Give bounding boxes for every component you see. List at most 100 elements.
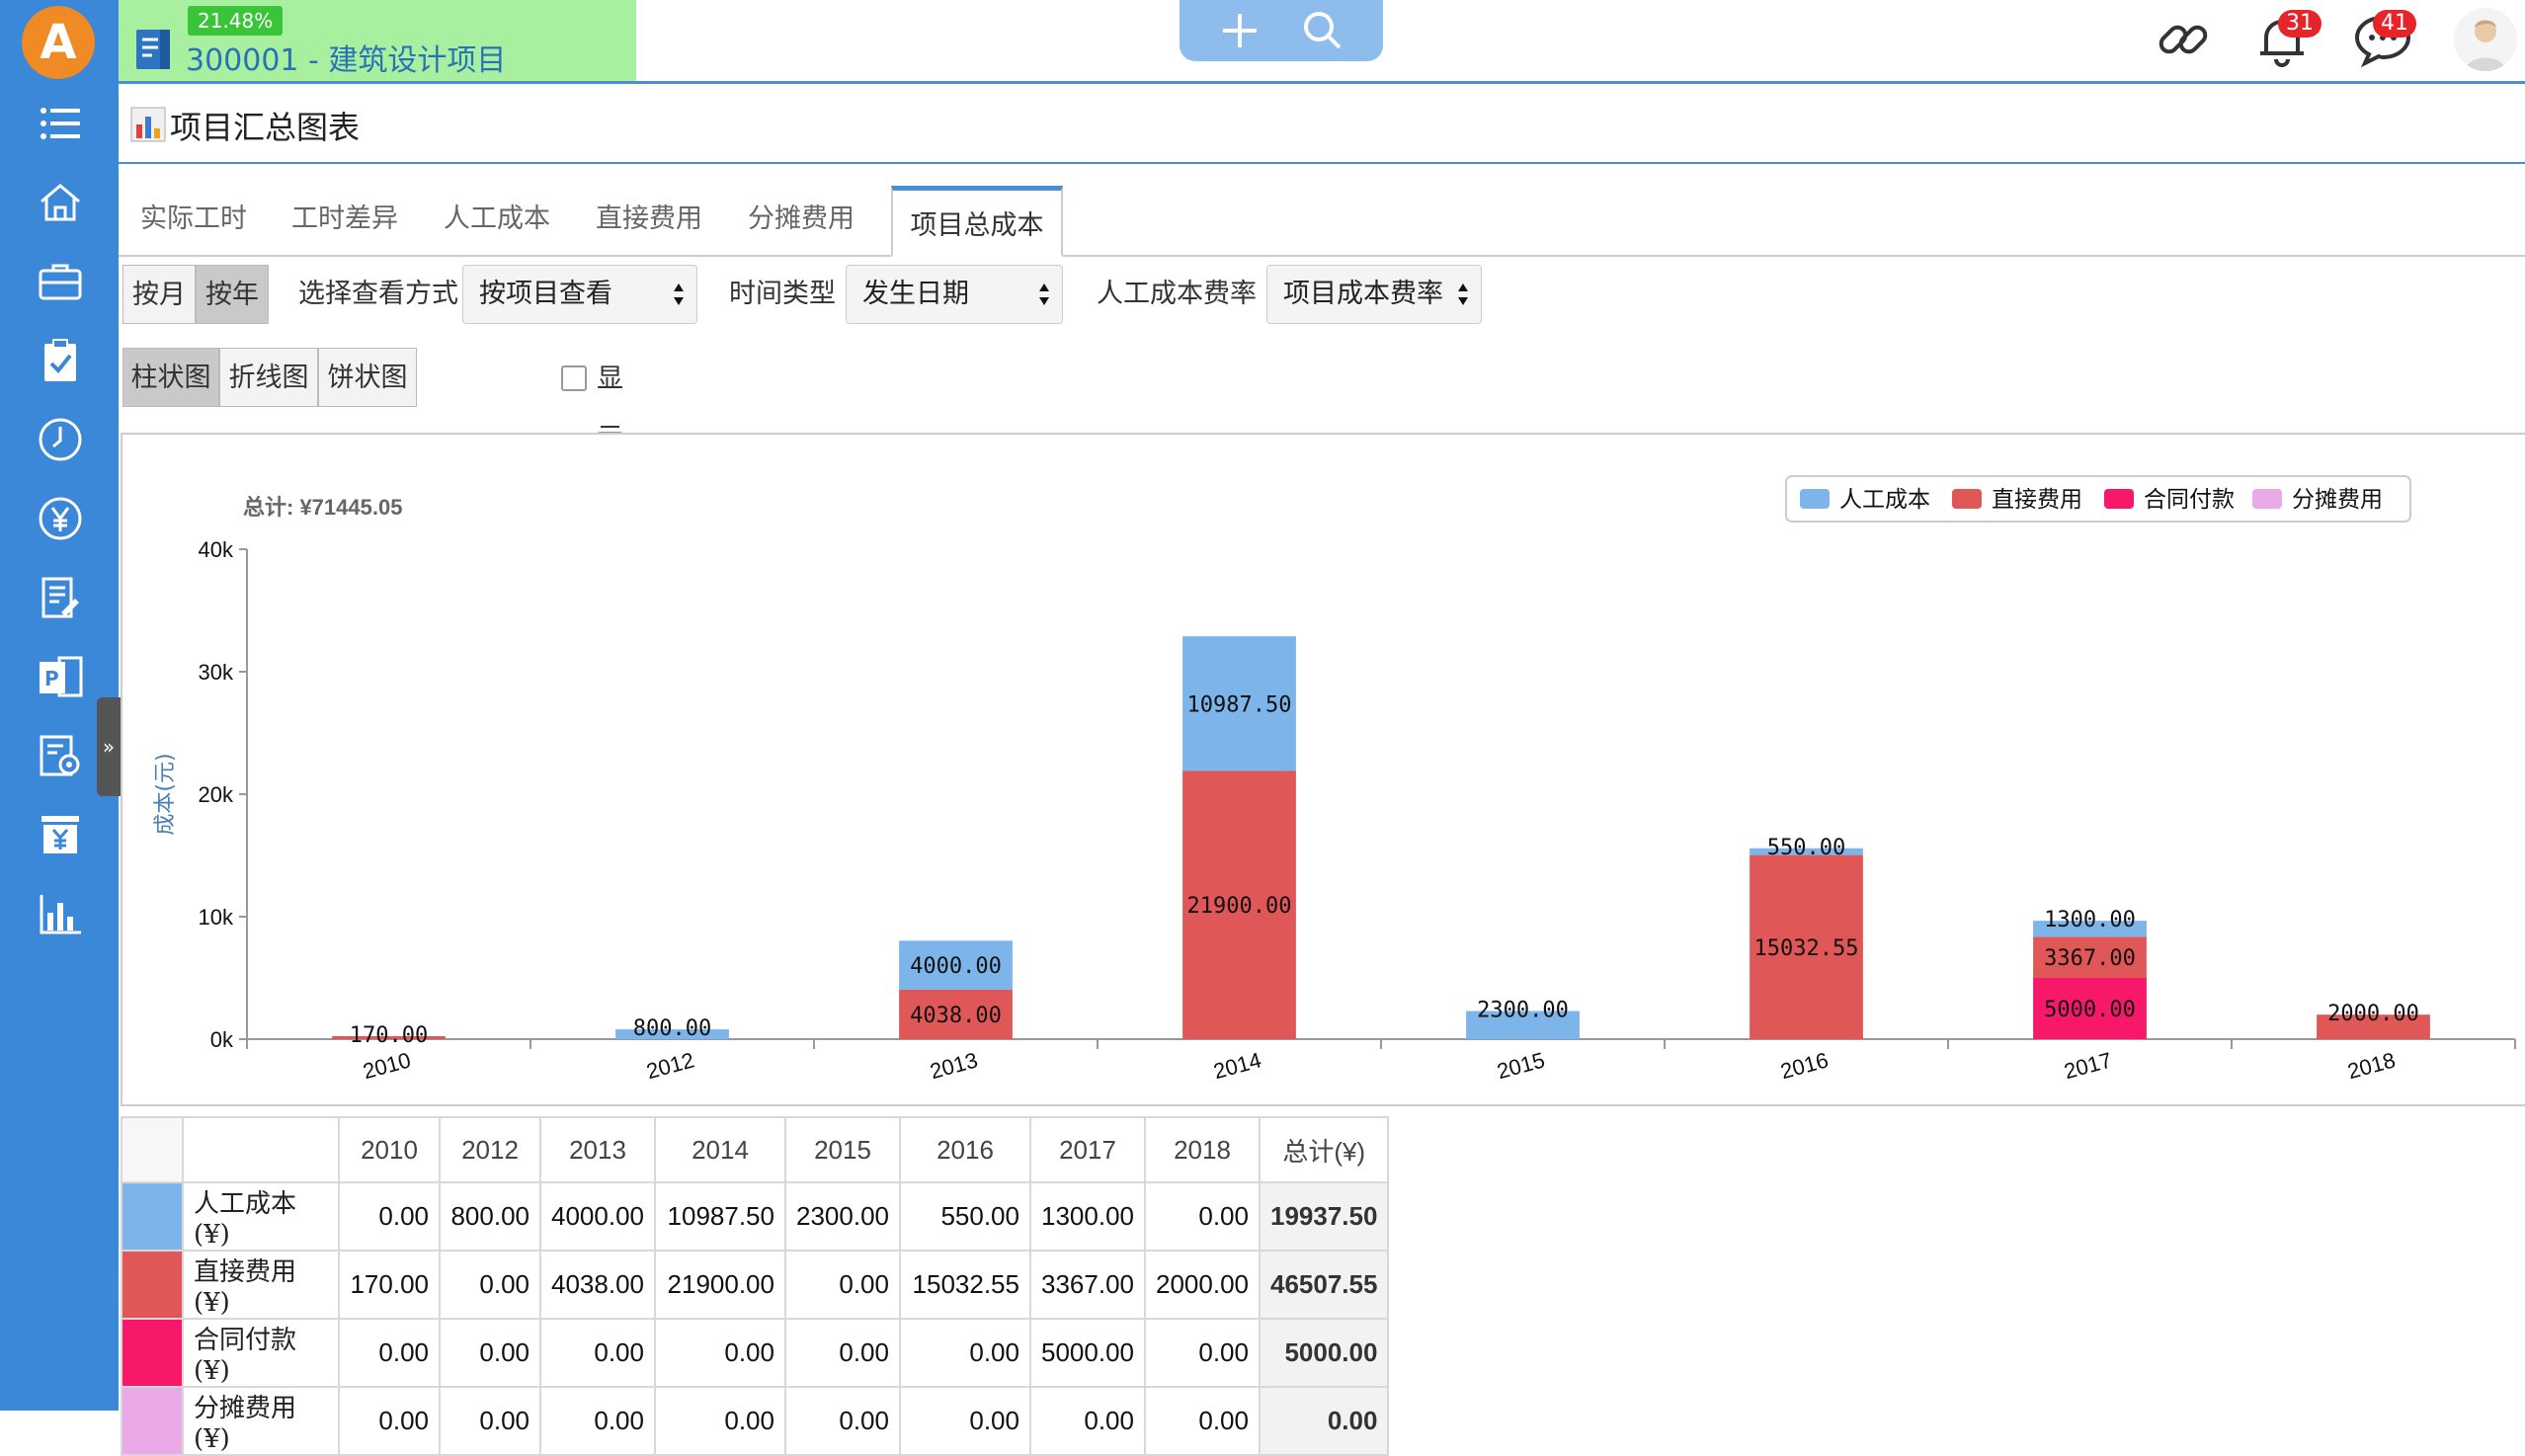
column-header: 2010 [338,1116,441,1183]
yen-box-icon[interactable] [36,810,85,859]
data-label: 15032.55 [1754,936,1859,961]
app-logo[interactable]: A [22,6,95,79]
top-bar: 21.48% 300001 - 建筑设计项目 31 41 [119,0,2525,84]
bar-segment [332,1036,446,1039]
data-label: 2300.00 [1477,998,1569,1022]
report-tabs: 实际工时 工时差异 人工成本 直接费用 分摊费用 项目总成本 [119,184,2525,257]
table-cell: 0.00 [783,1318,901,1388]
link-icon[interactable] [2154,10,2213,69]
line-chart-button[interactable]: 折线图 [219,348,318,407]
select-arrows-icon [674,283,684,305]
view-mode-select[interactable]: 按项目查看 [462,265,697,324]
table-cell: 0.00 [1028,1386,1146,1456]
column-header: 2012 [439,1116,541,1183]
table-cell: 0.00 [439,1250,541,1320]
add-icon[interactable] [1217,8,1262,53]
x-tick-label: 2014 [1211,1047,1264,1084]
table-cell: 0.00 [898,1386,1031,1456]
table-cell: 0.00 [653,1318,786,1388]
data-label: 5000.00 [2044,998,2136,1022]
row-total: 19937.50 [1258,1181,1390,1252]
x-tick-label: 2012 [644,1047,697,1084]
row-label: 合同付款(¥) [182,1318,340,1388]
view-mode-value: 按项目查看 [479,279,612,309]
bar-segment [1750,854,1863,1039]
legend-label: 直接费用 [1992,487,2082,513]
time-type-select[interactable]: 发生日期 [846,265,1063,324]
bar-segment [2033,921,2147,937]
series-color-swatch [121,1181,184,1252]
cumulative-checkbox[interactable] [561,365,587,391]
quick-actions [1180,0,1383,61]
table-cell: 2300.00 [783,1181,901,1252]
tab-total-cost[interactable]: 项目总成本 [891,186,1063,257]
table-corner-label [182,1116,340,1183]
sidebar-collapse-toggle[interactable]: » [97,697,121,796]
bar-chart-icon[interactable] [36,889,85,938]
select-arrows-icon [1039,283,1049,305]
time-type-label: 时间类型 [729,279,836,309]
search-icon[interactable] [1300,8,1345,53]
stacked-bar-chart: 总计: ¥71445.05 0k 10k 20k 30k 40k 成本(元) 2010 2012… [153,475,2516,1084]
user-avatar[interactable] [2454,8,2517,71]
project-icon[interactable]: P [36,652,85,701]
y-tick-label: 10k [199,905,234,930]
notifications-count-badge: 31 [2278,10,2321,38]
tab-labor-cost[interactable]: 人工成本 [444,203,550,234]
table-cell: 0.00 [439,1318,541,1388]
data-label: 21900.00 [1187,894,1292,919]
x-tick-label: 2018 [2345,1047,2399,1084]
table-cell: 15032.55 [898,1250,1031,1320]
bar-segment [2317,1014,2430,1039]
view-mode-label: 选择查看方式 [298,279,458,309]
home-icon[interactable] [36,178,85,227]
settings-doc-icon[interactable] [36,731,85,780]
tab-hours-variance[interactable]: 工时差异 [291,203,398,234]
document-edit-icon[interactable] [36,573,85,622]
table-cell: 4038.00 [539,1250,656,1320]
rate-label: 人工成本费率 [1097,279,1257,309]
tab-direct-expense[interactable]: 直接费用 [596,203,702,234]
table-cell: 0.00 [539,1386,656,1456]
clock-icon[interactable] [36,415,85,464]
yen-circle-icon[interactable] [36,494,85,543]
chart-panel: 总计: ¥71445.05 0k 10k 20k 30k 40k 成本(元) 2010 2012… [121,433,2525,1106]
row-total: 0.00 [1258,1386,1390,1456]
period-year-button[interactable]: 按年 [196,265,269,324]
project-selector[interactable]: 21.48% 300001 - 建筑设计项目 [119,0,636,81]
table-cell: 21900.00 [653,1250,786,1320]
data-label: 550.00 [1767,836,1845,860]
menu-icon[interactable] [36,99,85,148]
pie-chart-button[interactable]: 饼状图 [318,348,417,407]
rate-select[interactable]: 项目成本费率 [1266,265,1482,324]
briefcase-icon[interactable] [36,257,85,306]
table-cell: 1300.00 [1028,1181,1146,1252]
bar-segment [1182,770,1296,1039]
table-cell: 0.00 [338,1181,441,1252]
data-label: 4038.00 [910,1004,1002,1028]
series-color-swatch [121,1386,184,1456]
table-cell: 3367.00 [1028,1250,1146,1320]
table-cell: 0.00 [1143,1386,1261,1456]
tab-actual-hours[interactable]: 实际工时 [140,203,247,234]
x-tick-label: 2017 [2062,1047,2115,1084]
row-total: 5000.00 [1258,1318,1390,1388]
column-header-total: 总计(¥) [1258,1116,1390,1183]
column-header: 2014 [653,1116,786,1183]
bar-segment [1466,1011,1580,1039]
table-row: 分摊费用(¥) 0.00 0.00 0.00 0.00 0.00 0.00 0.00 0.00 0… [121,1386,1390,1456]
y-tick-label: 40k [199,537,234,562]
data-label: 4000.00 [910,954,1002,979]
table-cell: 5000.00 [1028,1318,1146,1388]
chart-title-icon [130,107,166,142]
column-header: 2015 [783,1116,901,1183]
bar-chart-button[interactable]: 柱状图 [122,348,219,407]
table-cell: 0.00 [338,1318,441,1388]
svg-text:P: P [44,667,59,690]
legend-label: 人工成本 [1839,487,1930,513]
series-color-swatch [121,1250,184,1320]
clipboard-check-icon[interactable] [36,336,85,385]
period-month-button[interactable]: 按月 [122,265,196,324]
tab-allocated-expense[interactable]: 分摊费用 [748,203,855,234]
y-axis-label: 成本(元) [153,753,178,835]
